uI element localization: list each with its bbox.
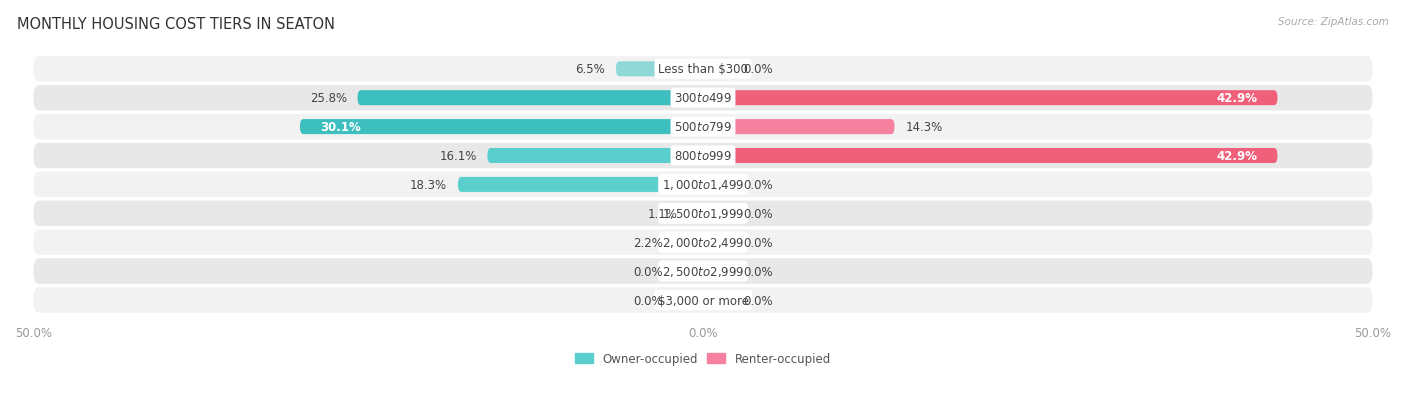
Text: Source: ZipAtlas.com: Source: ZipAtlas.com	[1278, 17, 1389, 26]
Text: $3,000 or more: $3,000 or more	[658, 294, 748, 307]
Text: $500 to $799: $500 to $799	[673, 121, 733, 134]
Text: $2,000 to $2,499: $2,000 to $2,499	[662, 236, 744, 249]
FancyBboxPatch shape	[689, 206, 703, 221]
FancyBboxPatch shape	[299, 120, 703, 135]
FancyBboxPatch shape	[34, 86, 1372, 111]
Text: 0.0%: 0.0%	[633, 265, 662, 278]
Text: $2,500 to $2,999: $2,500 to $2,999	[662, 264, 744, 278]
Text: 0.0%: 0.0%	[744, 63, 773, 76]
Text: 0.0%: 0.0%	[744, 178, 773, 192]
Text: MONTHLY HOUSING COST TIERS IN SEATON: MONTHLY HOUSING COST TIERS IN SEATON	[17, 17, 335, 31]
Text: Less than $300: Less than $300	[658, 63, 748, 76]
Text: 14.3%: 14.3%	[905, 121, 942, 134]
Text: 2.2%: 2.2%	[633, 236, 662, 249]
FancyBboxPatch shape	[34, 201, 1372, 226]
FancyBboxPatch shape	[703, 120, 894, 135]
FancyBboxPatch shape	[616, 62, 703, 77]
Text: $800 to $999: $800 to $999	[673, 150, 733, 163]
Text: 6.5%: 6.5%	[575, 63, 605, 76]
Text: $1,000 to $1,499: $1,000 to $1,499	[662, 178, 744, 192]
FancyBboxPatch shape	[34, 143, 1372, 169]
Text: 1.1%: 1.1%	[648, 207, 678, 220]
FancyBboxPatch shape	[34, 172, 1372, 198]
FancyBboxPatch shape	[488, 149, 703, 164]
FancyBboxPatch shape	[458, 178, 703, 192]
FancyBboxPatch shape	[357, 91, 703, 106]
Text: 16.1%: 16.1%	[439, 150, 477, 163]
Text: 25.8%: 25.8%	[309, 92, 347, 105]
Text: 0.0%: 0.0%	[633, 294, 662, 307]
Text: 42.9%: 42.9%	[1216, 92, 1257, 105]
Text: 0.0%: 0.0%	[744, 294, 773, 307]
FancyBboxPatch shape	[34, 57, 1372, 82]
Text: 0.0%: 0.0%	[744, 265, 773, 278]
Text: 18.3%: 18.3%	[411, 178, 447, 192]
FancyBboxPatch shape	[34, 114, 1372, 140]
Text: $1,500 to $1,999: $1,500 to $1,999	[662, 207, 744, 221]
FancyBboxPatch shape	[673, 235, 703, 250]
Text: 42.9%: 42.9%	[1216, 150, 1257, 163]
Text: $300 to $499: $300 to $499	[673, 92, 733, 105]
FancyBboxPatch shape	[34, 230, 1372, 255]
FancyBboxPatch shape	[703, 149, 1278, 164]
Text: 0.0%: 0.0%	[744, 236, 773, 249]
Text: 30.1%: 30.1%	[321, 121, 361, 134]
FancyBboxPatch shape	[703, 91, 1278, 106]
FancyBboxPatch shape	[34, 287, 1372, 313]
FancyBboxPatch shape	[34, 259, 1372, 284]
Text: 0.0%: 0.0%	[744, 207, 773, 220]
Legend: Owner-occupied, Renter-occupied: Owner-occupied, Renter-occupied	[575, 352, 831, 366]
